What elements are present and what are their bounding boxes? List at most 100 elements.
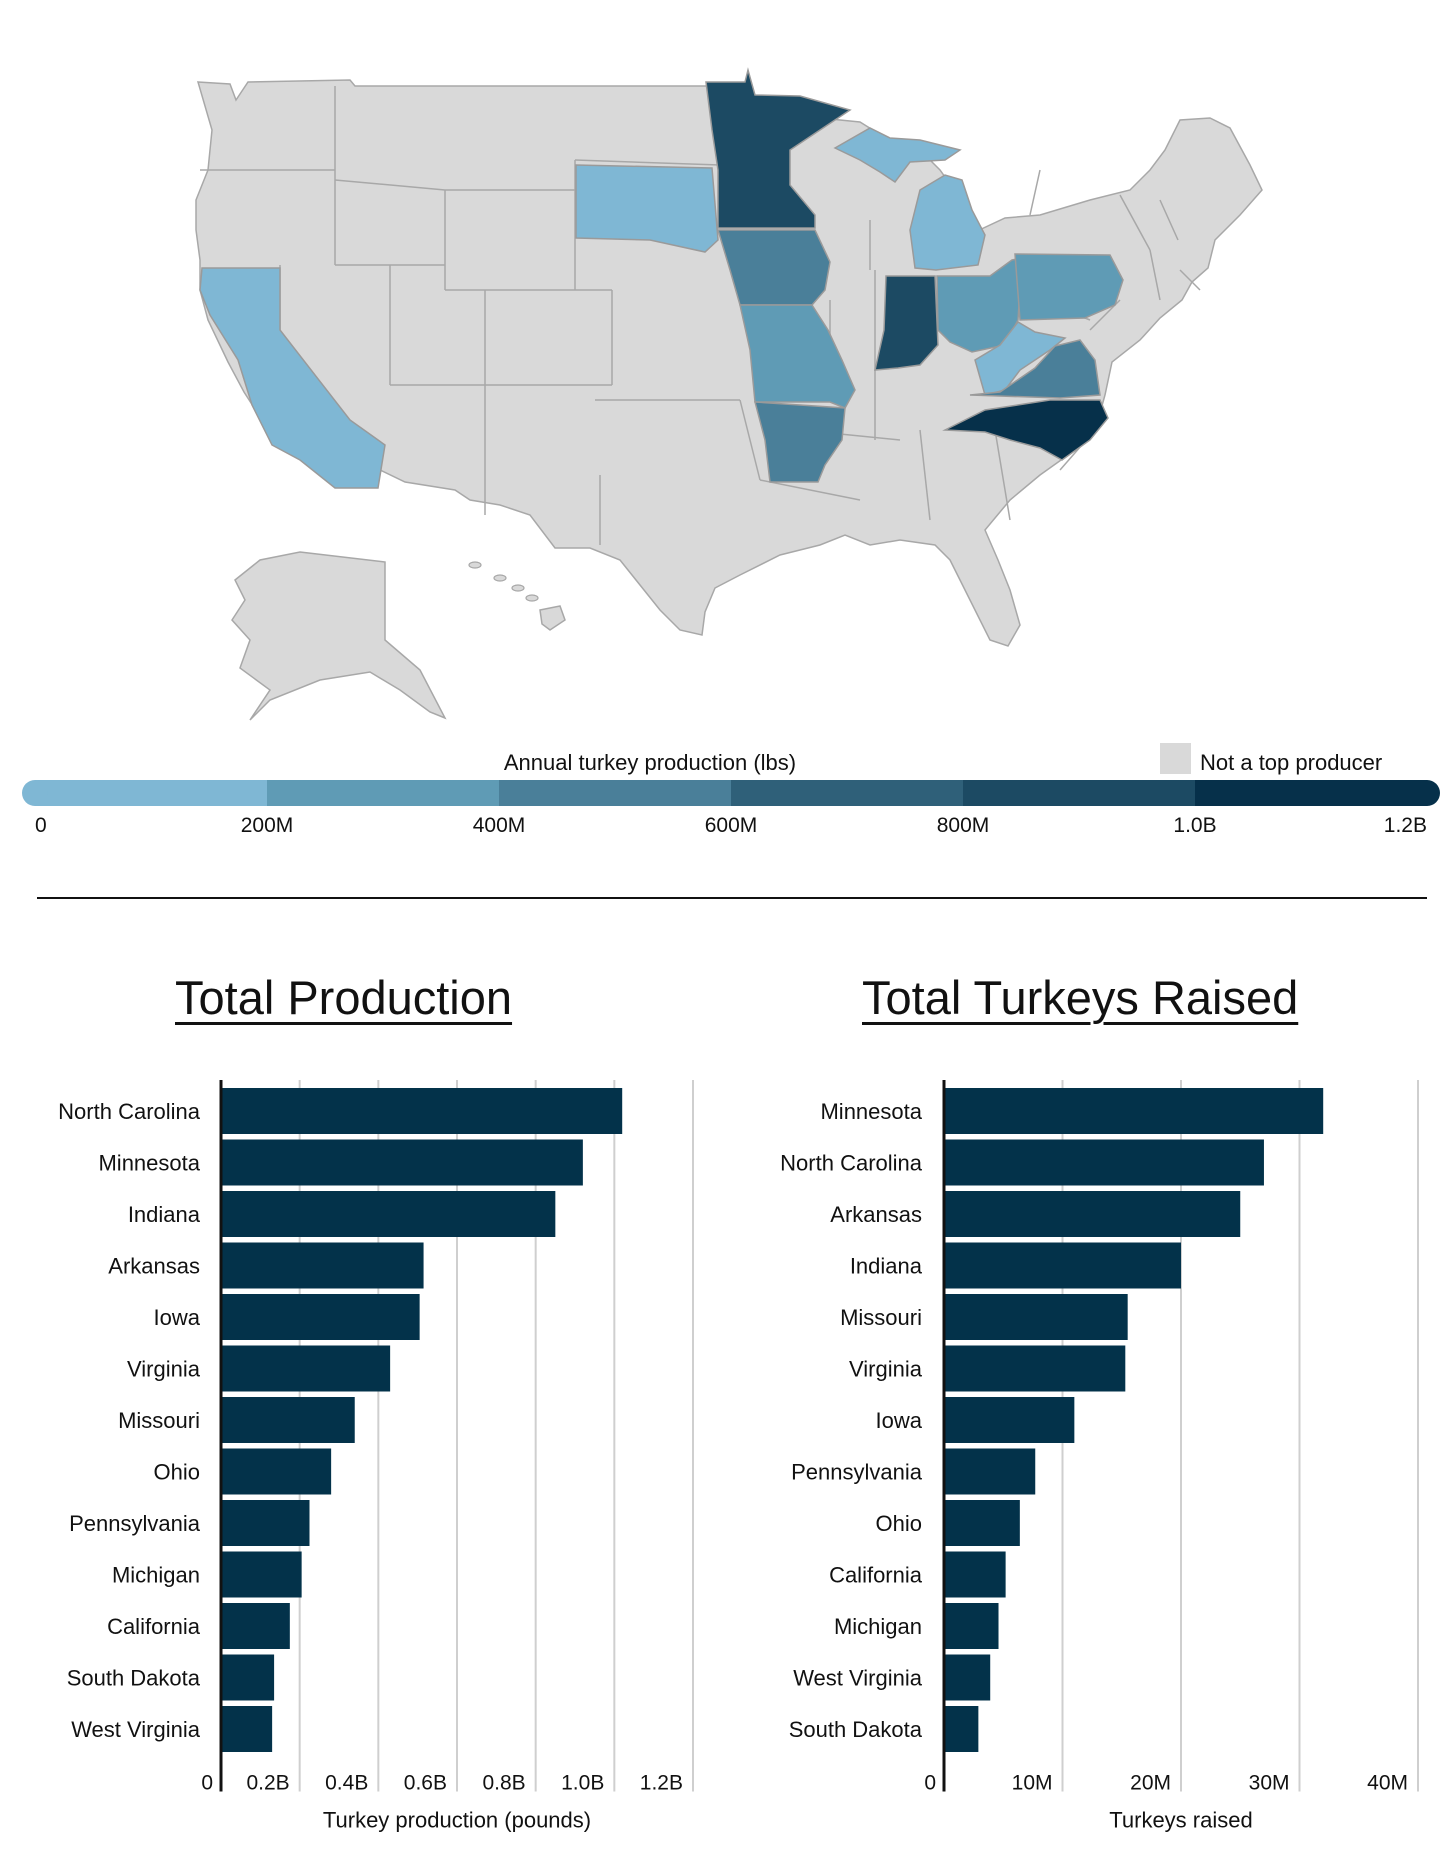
map-legend: Annual turkey production (lbs) Not a top… [22,743,1440,837]
state-border [1029,169,1041,216]
legend-color-segment [35,780,268,806]
state-border [1159,199,1179,241]
not-top-producer-swatch [1160,743,1191,774]
turkeys-raised-category-label: Arkansas [830,1202,922,1227]
production-category-label: North Carolina [58,1099,201,1124]
state-border [334,179,446,191]
state-border [1179,269,1201,291]
state-indiana [874,275,939,371]
production-category-label: California [107,1614,201,1639]
legend-tick-label: 600M [705,814,758,837]
production-tick-label: 0.8B [482,1772,525,1795]
production-tick-label: 1.0B [561,1772,604,1795]
turkeys-raised-tick-label: 0 [924,1772,936,1795]
legend-tick-label: 800M [937,814,990,837]
legend-tick-label: 200M [241,814,294,837]
production-category-label: Virginia [127,1357,201,1382]
state-south-dakota [575,164,719,253]
production-category-label: Indiana [128,1202,201,1227]
alaska [231,551,447,721]
turkeys-raised-bar-south-dakota [944,1706,979,1752]
total-turkeys-raised-title: Total Turkeys Raised [862,971,1299,1024]
production-category-label: Michigan [112,1563,200,1588]
turkeys-raised-category-label: California [829,1563,923,1588]
production-category-label: West Virginia [71,1717,201,1742]
turkeys-raised-x-axis-title: Turkeys raised [1109,1808,1252,1833]
turkeys-raised-category-label: Minnesota [820,1099,922,1124]
legend-color-segment [267,780,500,806]
turkeys-raised-category-label: Indiana [850,1254,923,1279]
state-border [759,479,861,501]
turkeys-raised-category-label: Missouri [840,1305,922,1330]
production-tick-label: 0 [201,1772,213,1795]
turkeys-raised-bar-california [944,1551,1006,1598]
turkeys-raised-category-label: North Carolina [780,1151,923,1176]
production-bar-virginia [221,1345,391,1392]
turkeys-raised-bar-missouri [944,1294,1128,1340]
production-bar-arkansas [221,1242,424,1289]
turkeys-raised-tick-label: 10M [1012,1772,1053,1795]
total-production-title: Total Production [175,971,513,1024]
section-divider [37,897,1427,899]
turkeys-raised-category-label: West Virginia [793,1666,923,1691]
legend-tick-label: 0 [35,814,47,837]
production-bar-iowa [221,1294,420,1340]
turkeys-raised-bar-north-carolina [944,1139,1264,1186]
turkeys-raised-tick-label: 20M [1130,1772,1171,1795]
legend-color-segment [963,780,1196,806]
production-bar-california [221,1603,290,1649]
state-virginia [969,339,1101,399]
state-border [574,159,721,166]
production-category-label: Ohio [154,1460,200,1485]
state-pennsylvania [1014,253,1124,321]
production-tick-label: 0.4B [325,1772,368,1795]
state-border [1119,194,1151,251]
turkeys-raised-bar-arkansas [944,1191,1241,1237]
turkeys-raised-bar-pennsylvania [944,1448,1036,1495]
turkeys-raised-bar-indiana [944,1242,1181,1289]
turkeys-raised-bar-west-virginia [944,1654,991,1701]
total-turkeys-raised-chart: Minnesota North Carolina Arkansas Indiana Mi… [780,1080,1419,1833]
turkeys-raised-bar-iowa [944,1397,1075,1443]
turkeys-raised-category-label: Virginia [849,1357,923,1382]
turkeys-raised-category-label: Ohio [876,1511,922,1536]
state-california [199,267,386,489]
hawaii-island [468,561,482,569]
production-tick-label: 0.2B [246,1772,289,1795]
not-top-producer-label: Not a top producer [1200,750,1382,775]
turkeys-raised-tick-label: 30M [1249,1772,1290,1795]
state-michigan-upper [833,127,962,184]
turkeys-raised-category-label: Iowa [876,1408,923,1433]
production-bar-ohio [221,1448,332,1495]
production-bar-north-carolina [221,1088,623,1134]
hawaii-island [511,584,525,592]
production-bar-michigan [221,1551,302,1598]
state-border [994,429,1011,521]
turkeys-raised-category-label: South Dakota [789,1717,923,1742]
total-production-chart: North Carolina Minnesota Indiana Arkansas Io… [58,1080,694,1833]
hawaii [539,605,566,631]
legend-color-segment [499,780,732,806]
state-missouri [739,304,856,409]
production-bar-missouri [221,1397,355,1443]
production-category-label: Minnesota [98,1151,200,1176]
production-category-label: South Dakota [67,1666,201,1691]
legend-cap-left [22,780,48,806]
production-category-label: Pennsylvania [69,1511,201,1536]
production-bar-pennsylvania [221,1500,310,1546]
turkeys-raised-bar-ohio [944,1500,1020,1546]
production-bar-indiana [221,1191,556,1237]
legend-color-segment [1195,780,1428,806]
production-category-label: Iowa [154,1305,201,1330]
production-bar-minnesota [221,1139,583,1186]
production-category-label: Missouri [118,1408,200,1433]
production-category-label: Arkansas [108,1254,200,1279]
state-border [739,399,761,481]
us-choropleth-map [195,67,1263,721]
production-bar-south-dakota [221,1654,275,1701]
production-bar-west-virginia [221,1706,273,1752]
production-tick-label: 1.2B [640,1772,683,1795]
turkeys-raised-category-label: Pennsylvania [791,1460,923,1485]
legend-tick-label: 400M [473,814,526,837]
turkeys-raised-bar-virginia [944,1345,1126,1392]
